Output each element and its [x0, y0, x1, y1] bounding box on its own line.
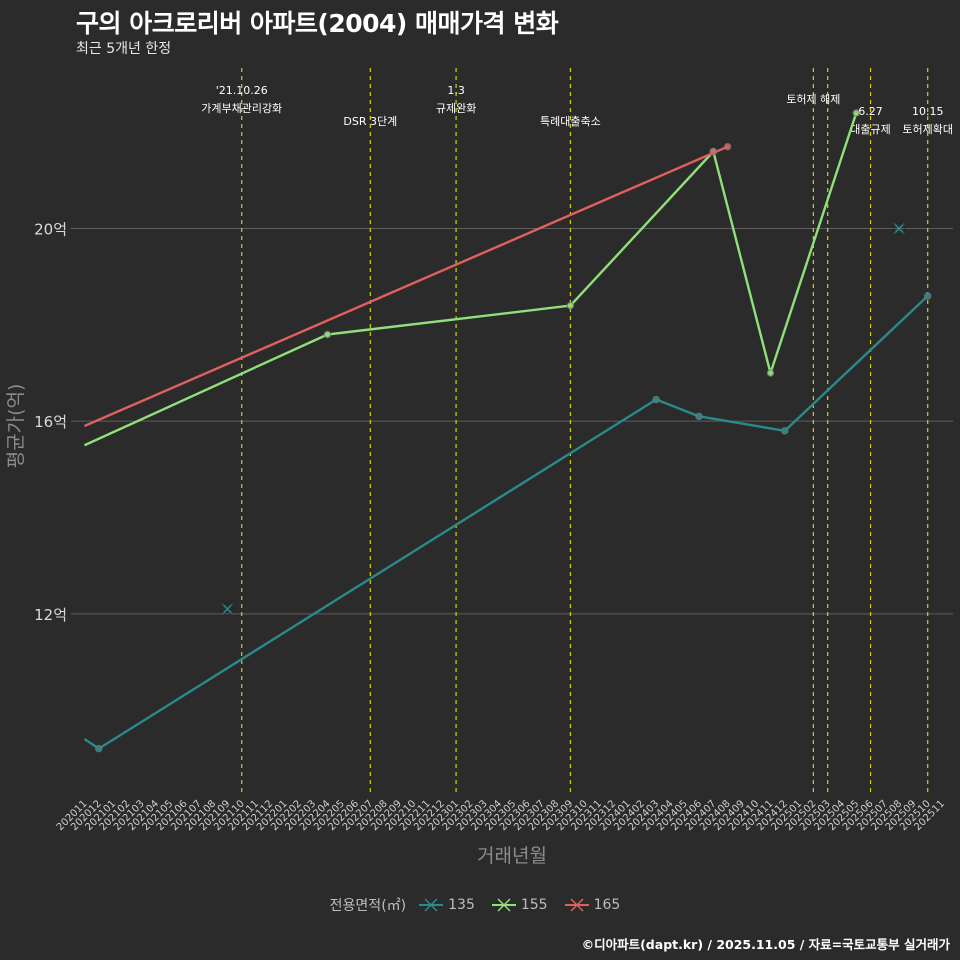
data-point-135 [924, 292, 932, 300]
chart-subtitle: 최근 5개년 한정 [76, 41, 172, 57]
legend: 전용면적(㎡) 135 155 165 [0, 895, 960, 915]
data-point-135 [95, 744, 103, 753]
legend-label-135: 135 [448, 897, 475, 913]
cross-marker-ring [892, 222, 906, 235]
event-label: 1.3 [447, 84, 465, 97]
chart-title: 구의 아크로리버 아파트(2004) 매매가격 변화 [76, 9, 559, 38]
legend-key-165-icon [564, 898, 589, 912]
x-axis-title: 거래년월 [477, 845, 547, 867]
source-caption: ©디아파트(dapt.kr) / 2025.11.05 / 자료=국토교통부 실… [581, 937, 950, 952]
data-point-135 [652, 395, 660, 404]
data-point-155 [766, 369, 775, 377]
series-line-135 [83, 295, 929, 750]
data-point-155 [852, 109, 860, 117]
data-point-155 [323, 330, 332, 339]
data-point-135 [781, 427, 789, 435]
event-label: 대출규제 [850, 123, 890, 136]
event-label: 10.15 [912, 105, 944, 118]
cross-marker-135 [893, 223, 905, 235]
series-line-165 [84, 145, 729, 428]
cross-marker-135 [221, 603, 233, 615]
y-axis-title: 평균가(억) [5, 384, 27, 469]
legend-label-165: 165 [593, 897, 621, 913]
legend-label-155: 155 [520, 897, 548, 913]
legend-item-155[interactable]: 155 [491, 896, 548, 914]
y-tick-label: 12억 [34, 606, 67, 624]
event-label: 토허제 해제 [786, 92, 840, 106]
legend-key-135-icon [419, 898, 444, 912]
legend-key-155-icon [491, 898, 516, 912]
cross-marker-ring [221, 602, 234, 616]
data-point-165 [709, 147, 718, 156]
data-point-155 [566, 301, 575, 310]
data-point-135 [695, 412, 703, 421]
legend-item-165[interactable]: 165 [564, 896, 621, 914]
y-tick-label: 20억 [34, 221, 67, 239]
event-label: 규제완화 [436, 102, 476, 115]
event-label: 6.27 [858, 105, 883, 118]
event-label: 특례대출축소 [540, 115, 601, 128]
event-label: '21.10.26 [216, 84, 268, 97]
legend-item-135[interactable]: 135 [418, 896, 475, 914]
series-line-155 [84, 112, 858, 447]
legend-title: 전용면적(㎡) [329, 898, 407, 914]
event-label: DSR 3단계 [343, 115, 397, 128]
data-point-165 [723, 142, 732, 151]
event-label: 토허제확대 [902, 123, 953, 136]
event-label: 가계부채관리강화 [201, 102, 282, 115]
y-tick-label: 16억 [34, 413, 67, 431]
